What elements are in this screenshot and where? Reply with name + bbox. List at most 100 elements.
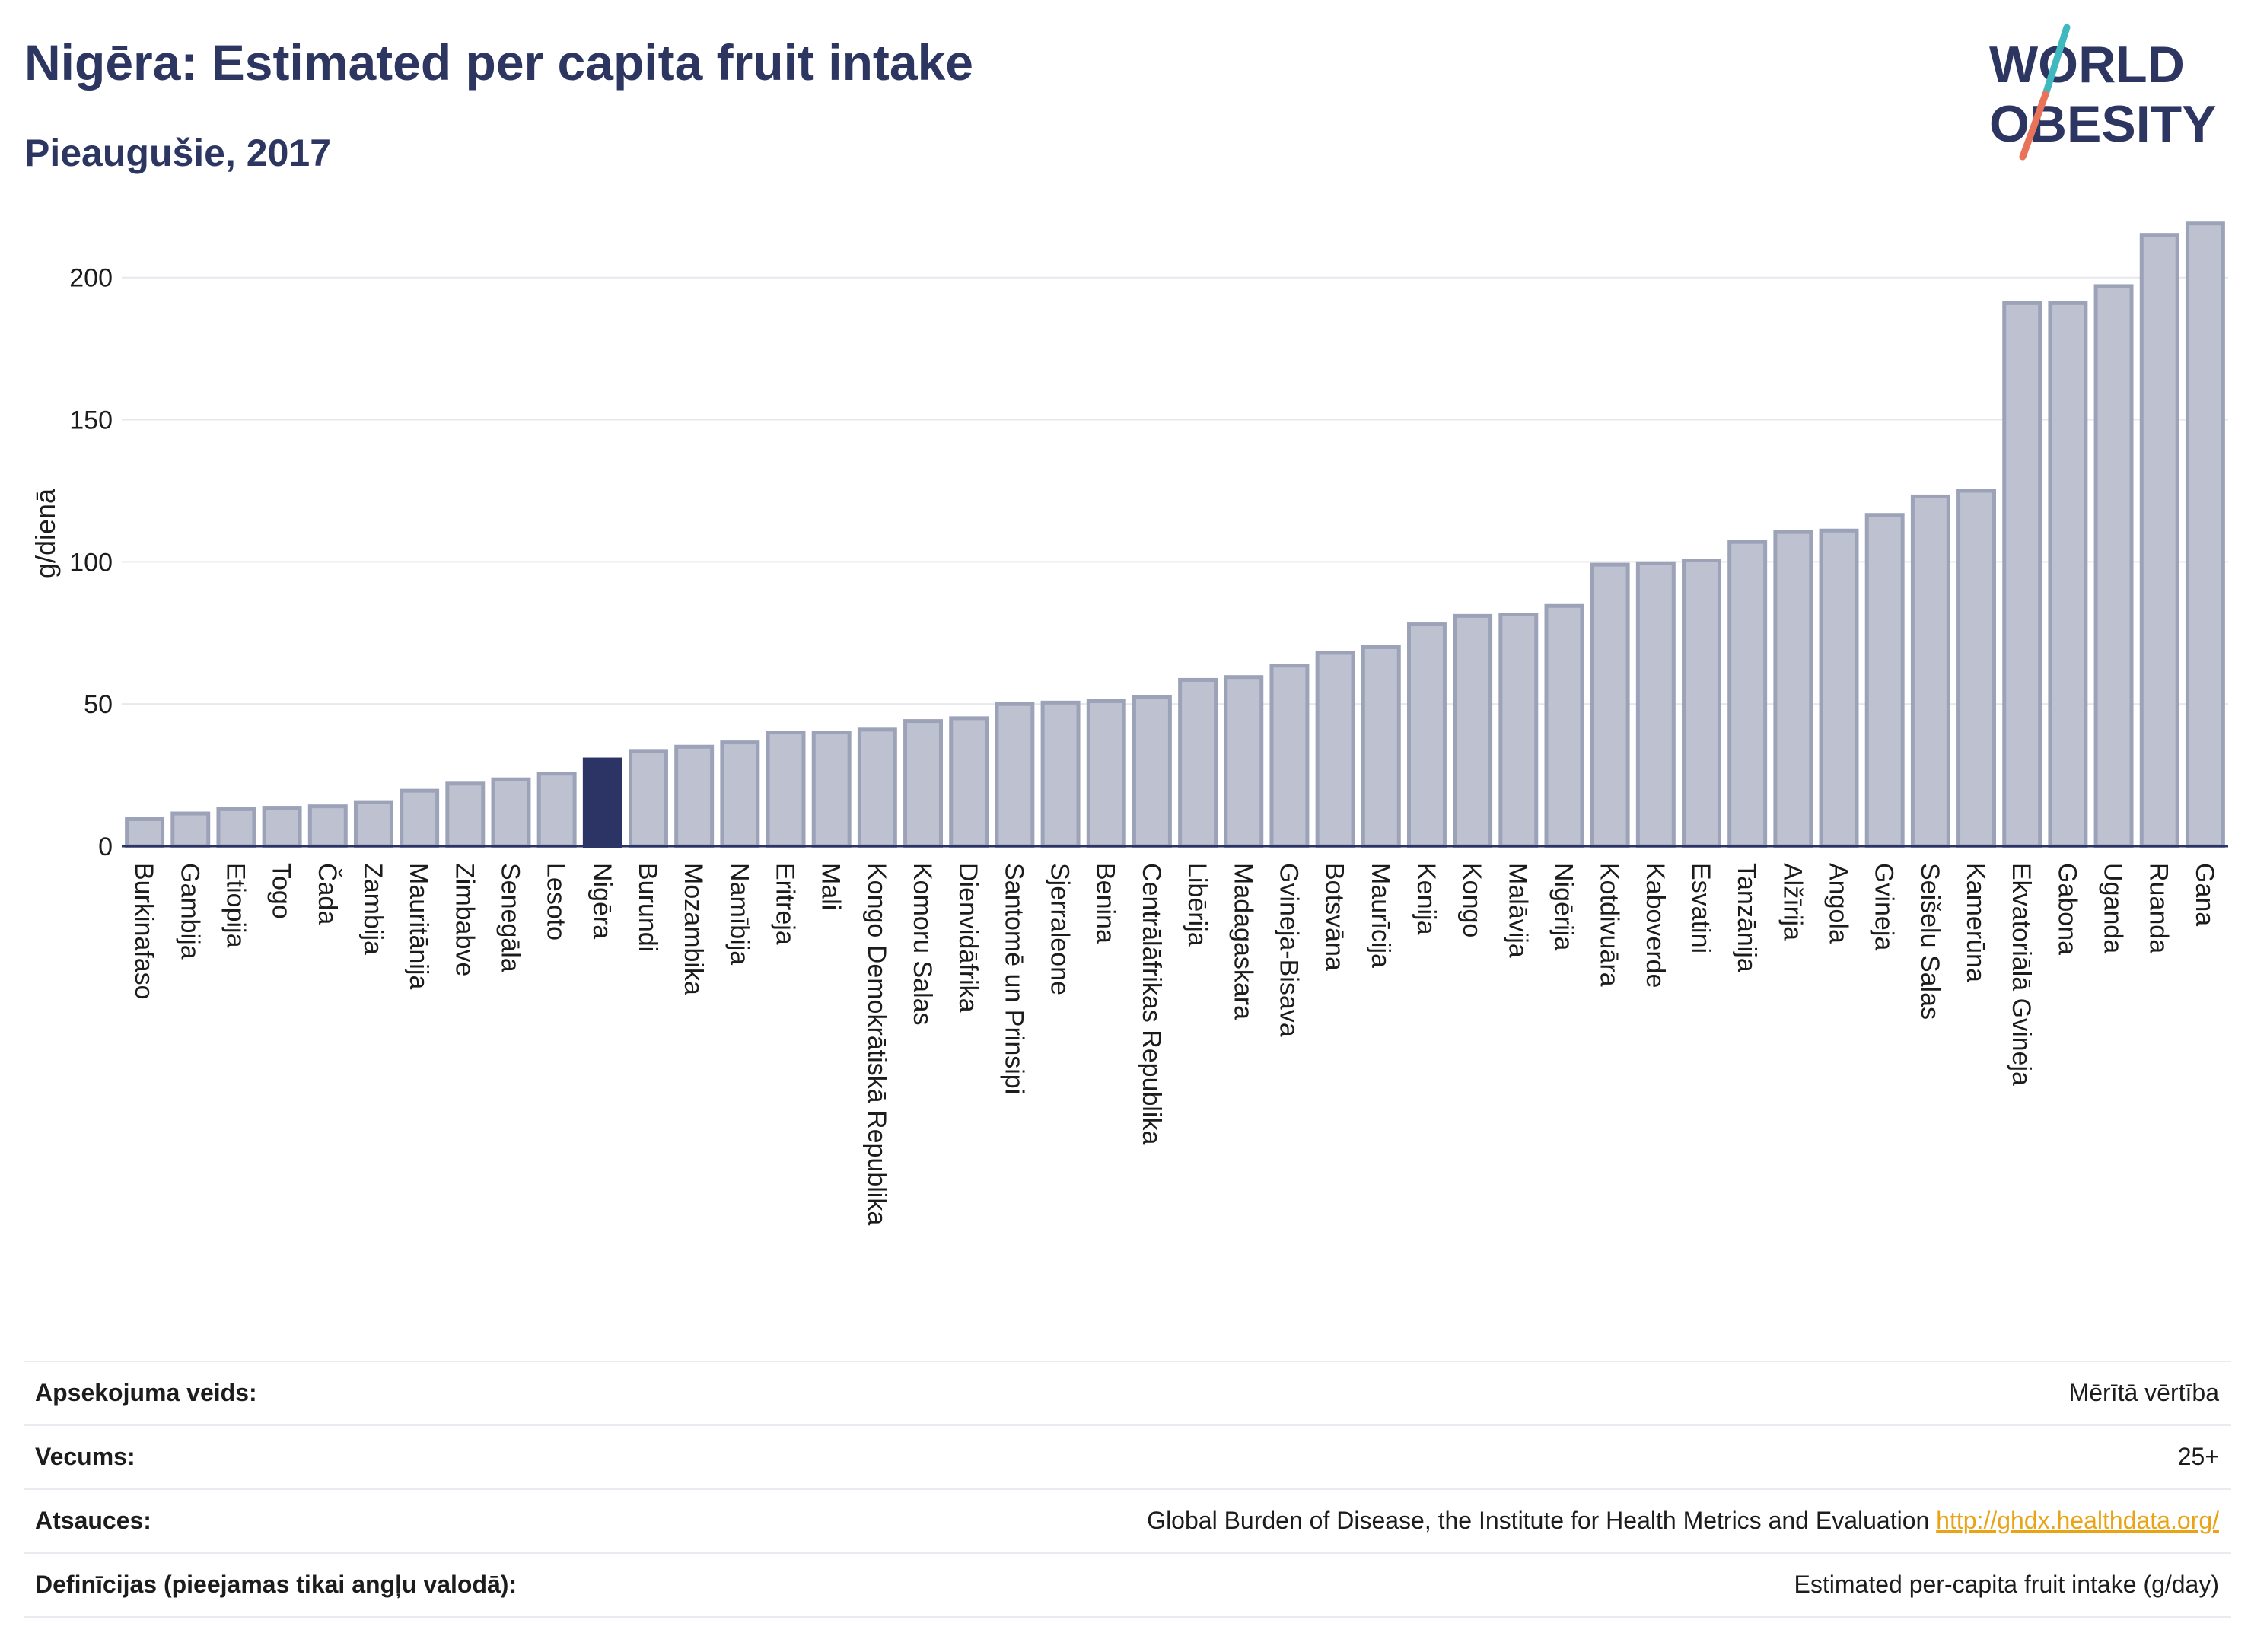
x-tick-label: Botsvāna (1320, 863, 1349, 971)
x-tick-label: Gvineja (1870, 863, 1899, 950)
bar-1 (170, 811, 211, 848)
bar-7 (445, 781, 486, 848)
bar-29 (1453, 613, 1493, 848)
x-tick-label: Uganda (2099, 863, 2128, 953)
x-tick-label: Centrālāfrikas Republika (1137, 863, 1166, 1144)
x-tick-label: Angola (1824, 863, 1853, 944)
bar-5 (353, 800, 393, 848)
bar-10 (582, 757, 622, 848)
bar-19 (995, 702, 1035, 848)
meta-value: Mērītā vērtība (2069, 1379, 2219, 1407)
bar-44 (2139, 233, 2179, 848)
bar-11 (629, 749, 668, 848)
bar-14 (766, 731, 806, 848)
chart-subtitle: Pieaugušie, 2017 (24, 132, 332, 174)
x-tick-label: Zimbabve (450, 863, 479, 976)
bar-34 (1682, 558, 1721, 848)
x-tick-label: Maurīcija (1366, 863, 1395, 968)
bar-9 (536, 772, 577, 848)
logo-slash-top (2042, 24, 2071, 98)
x-tick-label: Kenija (1412, 863, 1441, 935)
x-tick-label: Seišelu Salas (1915, 863, 1944, 1020)
x-tick-label: Burundi (633, 863, 662, 952)
bar-22 (1132, 695, 1172, 848)
x-tick-label: Tanzānija (1732, 863, 1761, 972)
x-tick-label: Burkinafaso (129, 863, 158, 1000)
bar-40 (1956, 489, 1997, 848)
x-tick-label: Gambija (175, 863, 204, 960)
meta-row-definitions: Definīcijas (pieejamas tikai angļu valod… (24, 1552, 2231, 1618)
x-tick-label: Eritreja (771, 863, 800, 945)
world-obesity-logo: WORLD OBESITY (1989, 24, 2217, 161)
x-tick-label: Madagaskara (1228, 863, 1257, 1020)
x-tick-label: Kotdivuāra (1595, 863, 1624, 987)
meta-value-text: 25+ (2177, 1443, 2219, 1470)
logo-slash-bottom (2019, 91, 2049, 161)
x-tick-label: Malāvija (1503, 863, 1532, 958)
y-axis-label: g/dienā (30, 488, 61, 578)
bar-8 (491, 777, 531, 848)
x-tick-label: Kamerūna (1961, 863, 1990, 982)
bar-12 (674, 744, 715, 848)
x-tick-label: Gvineja-Bisava (1274, 863, 1303, 1037)
bar-0 (125, 817, 165, 848)
bar-13 (720, 740, 760, 848)
x-tick-label: Kongo Demokrātiskā Republika (862, 863, 891, 1225)
meta-value: 25+ (2178, 1443, 2219, 1471)
x-tick-label: Togo (267, 863, 296, 919)
x-tick-label: Sjerraleone (1046, 863, 1075, 995)
x-tick-label: Esvatini (1686, 863, 1715, 953)
bar-16 (857, 727, 897, 848)
bar-35 (1727, 540, 1768, 848)
meta-value-text: Estimated per-capita fruit intake (g/day… (1794, 1571, 2219, 1598)
bar-37 (1819, 528, 1859, 848)
x-tick-label: Komoru Salas (908, 863, 937, 1026)
x-tick-label: Libērija (1183, 863, 1211, 947)
y-tick-label: 0 (98, 832, 113, 861)
bar-31 (1544, 603, 1584, 848)
bar-17 (903, 719, 944, 848)
source-link[interactable]: http://ghdx.healthdata.org/ (1936, 1507, 2219, 1534)
meta-value-text: Mērītā vērtība (2068, 1379, 2219, 1406)
y-tick-label: 50 (84, 690, 113, 719)
bar-20 (1040, 700, 1081, 848)
bar-21 (1086, 699, 1126, 848)
x-tick-label: Mauritānija (404, 863, 433, 989)
x-tick-label: Kaboverde (1641, 863, 1670, 988)
bar-25 (1269, 664, 1310, 848)
meta-label: Vecums: (35, 1443, 135, 1470)
x-tick-label: Gana (2190, 863, 2219, 926)
x-tick-label: Zambija (358, 863, 387, 955)
meta-label: Apsekojuma veids: (35, 1379, 257, 1406)
x-tick-label: Dienvidāfrika (954, 863, 982, 1013)
tick-labels: 0 50 100 150 200 g/dienā Burkinafaso Gambija Eti… (30, 264, 2219, 1226)
x-tick-label: Alžīrija (1778, 863, 1807, 941)
meta-row-age: Vecums: 25+ (24, 1424, 2231, 1488)
bar-26 (1315, 651, 1355, 848)
bar-30 (1498, 612, 1539, 848)
bar-27 (1361, 645, 1401, 848)
bar-24 (1224, 675, 1264, 848)
chart-title: Nigēra: Estimated per capita fruit intak… (24, 34, 974, 91)
x-tick-label: Etiopija (221, 863, 250, 948)
x-tick-label: Mozambika (679, 863, 708, 995)
bar-3 (262, 806, 302, 848)
meta-row-survey-type: Apsekojuma veids: Mērītā vērtība (24, 1361, 2231, 1424)
x-tick-label: Senegāla (495, 863, 524, 972)
bar-23 (1178, 677, 1218, 848)
x-tick-label: Nigēra (587, 863, 616, 939)
bar-18 (949, 716, 989, 848)
logo-text-world: WORLD (1989, 36, 2185, 94)
y-tick-label: 100 (69, 548, 113, 577)
bar-6 (400, 788, 440, 848)
meta-row-references: Atsauces: Global Burden of Disease, the … (24, 1488, 2231, 1552)
x-tick-label: Nigērija (1549, 863, 1578, 950)
x-tick-label: Čada (313, 863, 342, 925)
meta-value-text: Global Burden of Disease, the Institute … (1147, 1507, 1937, 1534)
x-tick-label: Ruanda (2144, 863, 2173, 953)
meta-label: Definīcijas (pieejamas tikai angļu valod… (35, 1571, 517, 1598)
x-tick-label: Lesoto (542, 863, 571, 941)
x-tick-label: Ekvatoriālā Gvineja (2007, 863, 2036, 1086)
x-tick-label: Gabona (2052, 863, 2081, 955)
metadata-table: Apsekojuma veids: Mērītā vērtība Vecums:… (24, 1361, 2231, 1618)
